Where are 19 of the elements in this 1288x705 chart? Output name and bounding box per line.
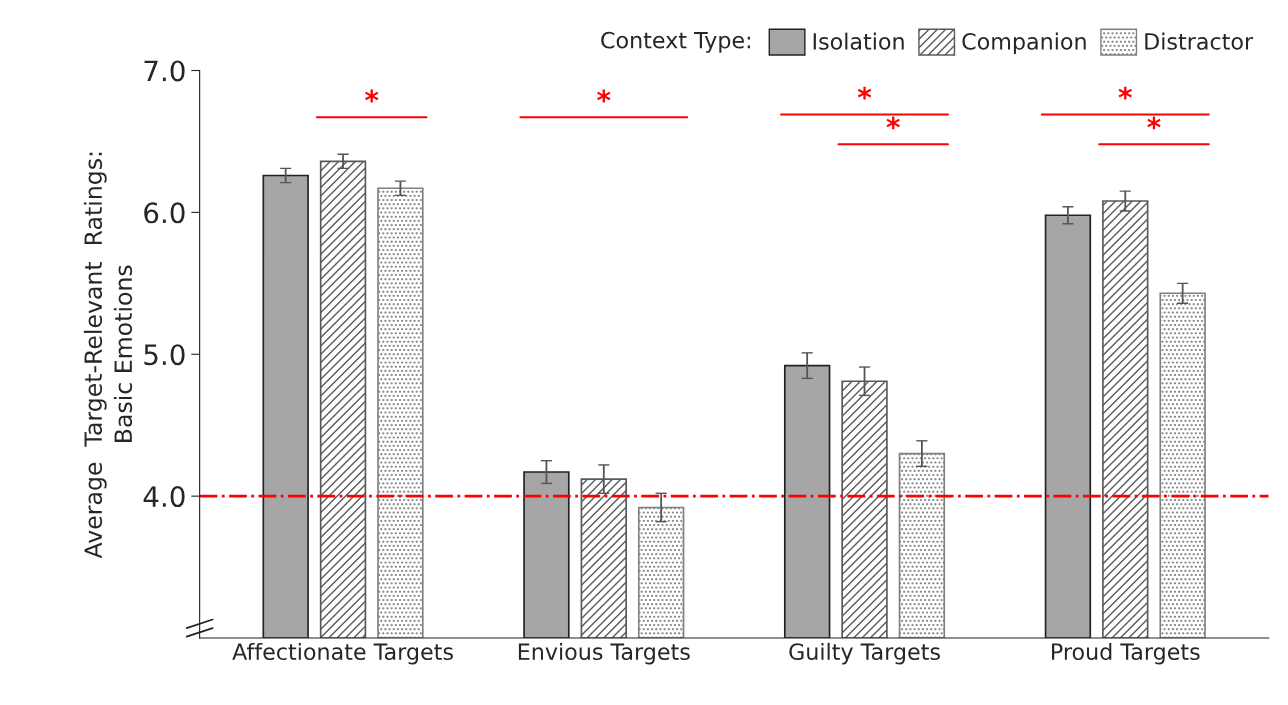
legend-label: Isolation: [813, 32, 904, 50]
y-tick-label: 5.0: [144, 344, 185, 366]
annotation: *: [857, 86, 872, 100]
legend-label: Companion: [962, 32, 1086, 55]
y-tick-label: 7.0: [144, 60, 185, 82]
annotation: *: [1118, 86, 1132, 100]
x-tick-label: Affectionate Targets: [232, 642, 453, 665]
legend-label: Distractor: [1145, 32, 1254, 50]
annotation: *: [365, 89, 379, 103]
y-axis-title: Average Target-Relevant Ratings: Basic Emotions: [83, 152, 133, 559]
annotation: *: [597, 89, 611, 103]
legend-title: Context Type:: [601, 31, 751, 53]
y-tick-label: 4.0: [143, 486, 185, 508]
y-tick-label: 6.0: [144, 202, 185, 224]
x-tick-label: Proud Targets: [1052, 642, 1200, 665]
annotation: *: [1147, 116, 1161, 130]
x-tick-label: Guilty Targets: [789, 642, 940, 665]
x-tick-label: Envious Targets: [518, 642, 690, 665]
annotation: *: [886, 116, 900, 130]
